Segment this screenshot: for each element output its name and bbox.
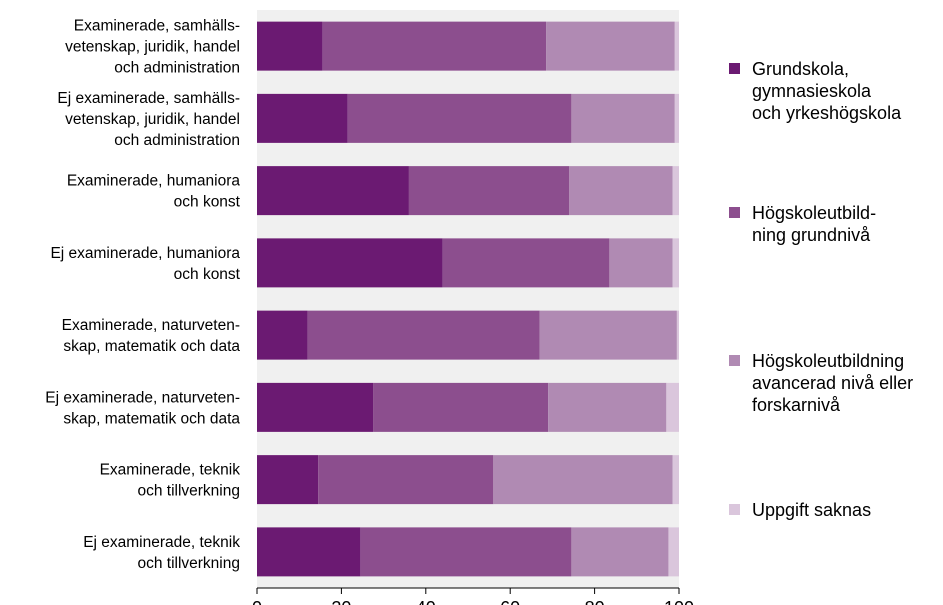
category-label: Ej examinerade, teknik och tillverkning (83, 534, 240, 572)
bar-segment-3-series-1 (257, 166, 409, 216)
legend-label: Uppgift saknas (752, 500, 871, 520)
bar-segment-2-series-4 (674, 93, 679, 143)
bar-segment-5-series-4 (676, 310, 679, 360)
x-tick-label: 40 (416, 598, 436, 605)
bar-segment-2-series-1 (257, 93, 348, 143)
bar-segment-7-series-2 (318, 455, 494, 505)
category-labels: Examinerade, samhälls-vetenskap, juridik… (45, 18, 240, 572)
bar-segment-7-series-1 (257, 455, 319, 505)
bar-segment-3-series-3 (569, 166, 673, 216)
bar-segment-6-series-3 (548, 382, 667, 432)
x-tick-label: 80 (585, 598, 605, 605)
bar-segment-6-series-2 (373, 382, 549, 432)
bar-segment-4-series-4 (672, 238, 679, 288)
bar-segment-1-series-3 (546, 21, 675, 71)
x-tick-label: 20 (331, 598, 351, 605)
legend-swatch (729, 355, 740, 366)
bar-segment-1-series-1 (257, 21, 323, 71)
bar-segment-3-series-2 (408, 166, 570, 216)
bar-segment-8-series-4 (668, 527, 679, 577)
bar-segment-6-series-4 (666, 382, 679, 432)
bar-segment-7-series-4 (672, 455, 679, 505)
category-label: Examinerade, naturveten-skap, matematik … (62, 317, 241, 355)
category-label: Ej examinerade, samhälls-vetenskap, juri… (57, 90, 240, 149)
bar-segment-3-series-4 (672, 166, 679, 216)
bar-segment-4-series-1 (257, 238, 443, 288)
bar-segment-1-series-2 (322, 21, 547, 71)
category-label: Examinerade, humaniora och konst (67, 173, 241, 211)
bar-segment-5-series-1 (257, 310, 308, 360)
bar-segment-8-series-3 (571, 527, 669, 577)
legend-label: Högskoleutbildning avancerad nivå eller fo… (752, 351, 913, 415)
legend: Grundskola, gymnasieskola och yrkeshögskol… (729, 59, 913, 520)
bar-segment-8-series-1 (257, 527, 361, 577)
category-label: Ej examinerade, humaniora och konst (50, 245, 240, 283)
x-tick-label: 100 (664, 598, 694, 605)
legend-label: Grundskola, gymnasieskola och yrkeshögskol… (752, 59, 902, 123)
x-tick-label: 60 (500, 598, 520, 605)
category-label: Ej examinerade, naturveten-skap, matemat… (45, 389, 240, 427)
legend-label: Högskoleutbild-ning grundnivå (752, 203, 876, 245)
legend-swatch (729, 207, 740, 218)
category-label: Examinerade, teknik och tillverkning (100, 462, 241, 500)
bar-segment-5-series-2 (307, 310, 540, 360)
bar-segment-2-series-2 (347, 93, 572, 143)
bar-segment-6-series-1 (257, 382, 374, 432)
legend-swatch (729, 504, 740, 515)
bar-segment-2-series-3 (571, 93, 675, 143)
legend-swatch (729, 63, 740, 74)
bar-segment-4-series-3 (609, 238, 673, 288)
bar-segment-4-series-2 (442, 238, 610, 288)
bars-group (257, 21, 679, 577)
bar-segment-7-series-3 (493, 455, 673, 505)
x-tick-label: 0 (252, 598, 262, 605)
x-axis: 0 20 40 60 80 100 (252, 587, 694, 605)
bar-segment-5-series-3 (539, 310, 677, 360)
category-label: Examinerade, samhälls-vetenskap, juridik… (65, 18, 240, 77)
bar-segment-8-series-2 (360, 527, 572, 577)
bar-segment-1-series-4 (674, 21, 679, 71)
